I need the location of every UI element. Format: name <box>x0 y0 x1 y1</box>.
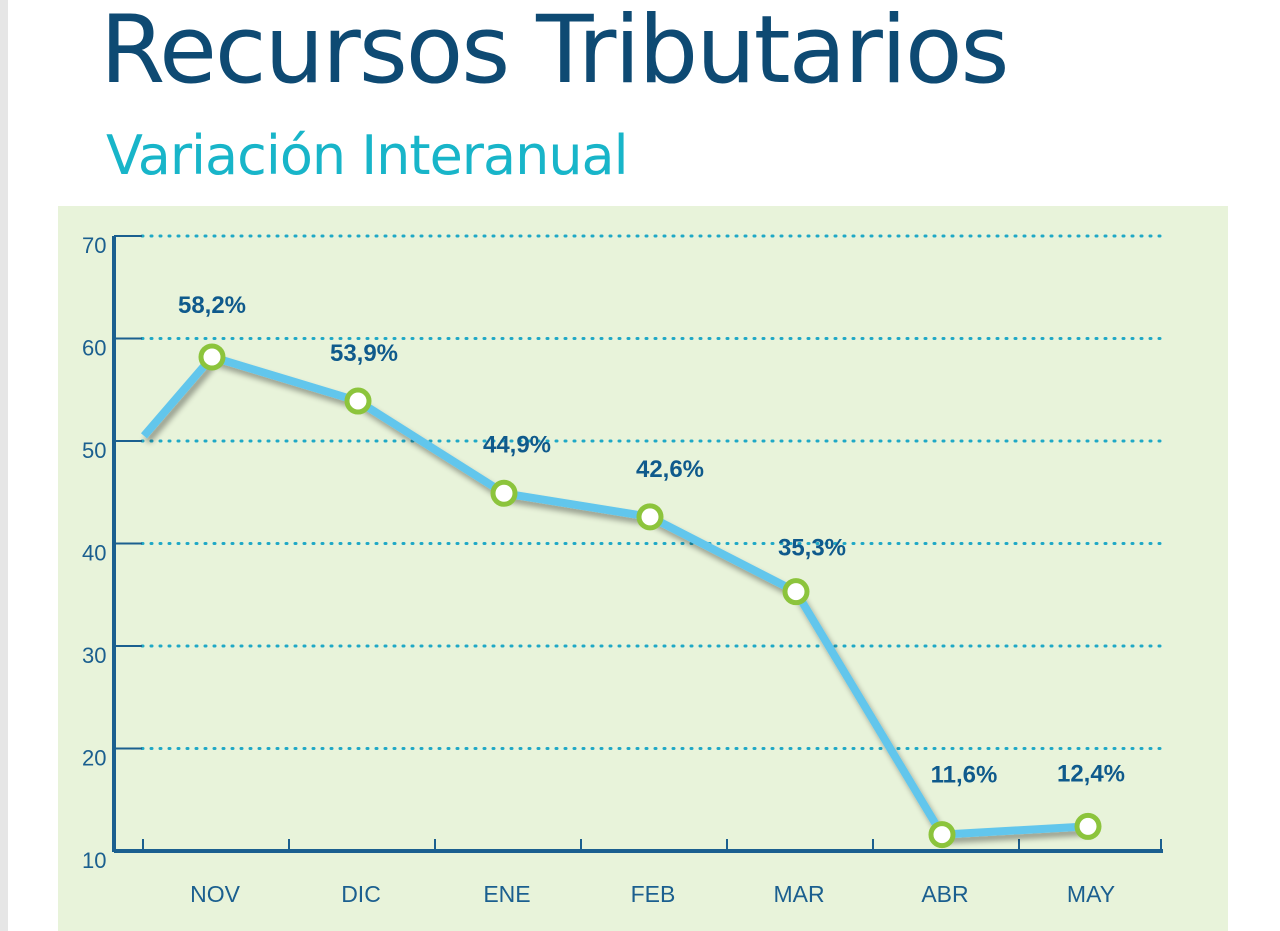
left-edge-strip <box>0 0 8 931</box>
data-point-may <box>1074 812 1102 840</box>
chart-title: Recursos Tributarios <box>100 0 1009 105</box>
data-point-feb <box>636 503 664 531</box>
x-tick-label-ene: ENE <box>483 881 530 907</box>
y-tick-label: 60 <box>82 336 106 361</box>
x-tick-label-may: MAY <box>1067 881 1115 907</box>
data-series <box>140 343 1102 849</box>
gridlines <box>140 234 1167 750</box>
x-tick-label-nov: NOV <box>190 881 241 907</box>
x-tick-label-mar: MAR <box>773 881 824 907</box>
plot-background <box>58 206 1228 931</box>
data-labels: 58,2% 53,9% 44,9% 42,6% 35,3% 11,6% 12,4% <box>178 292 1125 789</box>
data-point-dic <box>344 387 372 415</box>
data-point-nov <box>198 343 226 371</box>
x-tick-label-abr: ABR <box>921 881 968 907</box>
data-label-dic: 53,9% <box>330 340 398 367</box>
data-label-ene: 44,9% <box>483 431 551 458</box>
y-tick-label: 30 <box>82 643 106 668</box>
y-tick-label: 50 <box>82 438 106 463</box>
y-tick-label: 70 <box>82 233 106 258</box>
data-label-mar: 35,3% <box>778 535 846 562</box>
x-tick-label-dic: DIC <box>341 881 381 907</box>
series-line <box>140 352 1089 839</box>
data-label-may: 12,4% <box>1057 760 1125 787</box>
axes: 10 20 30 40 50 60 70 NOV DIC ENE FEB MAR ABR MAY <box>82 233 1163 907</box>
y-tick-label: 20 <box>82 746 106 771</box>
data-point-mar <box>782 578 810 606</box>
data-label-abr: 11,6% <box>931 762 998 789</box>
chart-subtitle: Variación Interanual <box>106 124 629 187</box>
x-tick-label-feb: FEB <box>631 881 676 907</box>
data-label-nov: 58,2% <box>178 292 246 319</box>
data-label-feb: 42,6% <box>636 456 704 483</box>
y-tick-label: 10 <box>82 848 106 873</box>
data-point-ene <box>490 479 518 507</box>
y-tick-label: 40 <box>82 541 106 566</box>
data-point-abr <box>928 821 956 849</box>
